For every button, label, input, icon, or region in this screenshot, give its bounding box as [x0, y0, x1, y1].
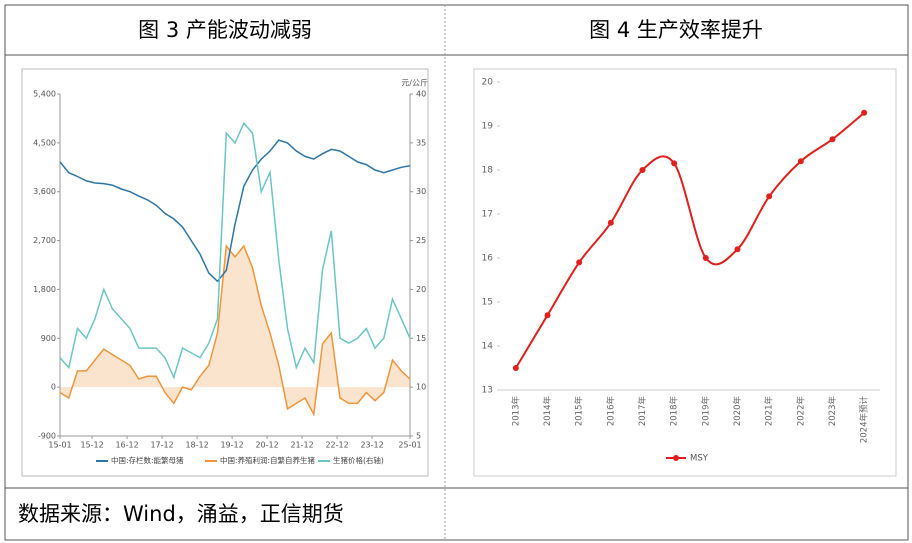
- x-tick-label: 20-12: [255, 441, 278, 450]
- line: [59, 139, 411, 283]
- line: [59, 121, 411, 380]
- x-tick-label: 18-12: [185, 441, 208, 450]
- y2-tick-label: 25: [416, 236, 426, 245]
- chart-frame: [473, 68, 897, 477]
- x-tick-label: 2016年: [605, 396, 616, 427]
- y-tick-label: 14: [482, 342, 494, 352]
- y2-tick-label: 40: [416, 90, 426, 99]
- table-border: [4, 4, 909, 541]
- y2-tick-label: 35: [416, 138, 426, 147]
- y-tick-label: 1,800: [33, 285, 56, 294]
- x-tick-label: 2021年: [764, 396, 775, 427]
- y2-tick-label: 10: [416, 383, 426, 392]
- y-tick-label: 5,400: [33, 90, 56, 99]
- y2-unit: 元/公斤: [401, 78, 428, 88]
- legend-label: 中国:存栏数:能繁母猪: [111, 455, 184, 465]
- y2-tick-label: 5: [416, 432, 421, 441]
- x-tick-label: 19-12: [220, 441, 243, 450]
- x-tick-label: 2022年: [795, 396, 806, 427]
- y-tick-label: 19: [482, 122, 494, 132]
- y-tick-label: 4,500: [33, 138, 56, 147]
- line: [59, 244, 411, 417]
- point: [766, 193, 773, 200]
- y-tick-label: 3,600: [33, 187, 56, 196]
- legend-label: MSY: [690, 454, 709, 464]
- x-tick-label: 2019年: [700, 396, 711, 427]
- x-tick-label: 2024年预计: [859, 396, 870, 444]
- legend-swatch: [673, 455, 679, 461]
- x-tick-label: 2020年: [732, 396, 743, 427]
- x-tick-label: 2017年: [637, 396, 648, 427]
- x-tick-label: 2014年: [542, 396, 553, 427]
- y-tick-label: 18: [482, 166, 494, 176]
- y-tick-label: 13: [482, 386, 493, 396]
- x-tick-label: 2013年: [510, 396, 521, 427]
- y2-tick-label: 15: [416, 334, 426, 343]
- y-tick-label: 2,700: [33, 236, 56, 245]
- y-tick-label: 15: [482, 298, 493, 308]
- y-tick-label: 0: [51, 383, 56, 392]
- x-tick-label: 25-01: [398, 441, 421, 450]
- y2-tick-label: 20: [416, 285, 426, 294]
- y-tick-label: 16: [482, 254, 494, 264]
- area: [60, 246, 410, 415]
- header: 图 3 产能波动减弱: [138, 18, 312, 42]
- x-tick-label: 23-12: [360, 441, 383, 450]
- y-tick-label: 20: [482, 78, 494, 88]
- x-tick-label: 2023年: [827, 396, 838, 427]
- point: [576, 259, 583, 266]
- y-tick-label: 900: [41, 334, 56, 343]
- y-tick-label: 17: [482, 210, 493, 220]
- point: [797, 158, 804, 165]
- point: [671, 160, 678, 167]
- source: 数据来源：Wind，涌益，正信期货: [18, 502, 344, 526]
- point: [734, 246, 741, 253]
- x-tick-label: 17-12: [150, 441, 173, 450]
- point: [512, 365, 519, 371]
- x-tick-label: 22-12: [325, 441, 348, 450]
- y2-tick-label: 30: [416, 187, 426, 196]
- point: [544, 312, 551, 319]
- y-tick-label: -900: [38, 432, 56, 441]
- header: 图 4 生产效率提升: [589, 18, 763, 42]
- point: [702, 255, 709, 261]
- point: [607, 219, 614, 226]
- point: [861, 109, 868, 116]
- x-tick-label: 15-12: [80, 441, 103, 450]
- line: [514, 112, 865, 369]
- x-tick-label: 16-12: [115, 441, 138, 450]
- legend-label: 中国:养殖利润:自繁自养生猪: [220, 455, 316, 465]
- legend-label: 生猪价格(右轴): [333, 455, 384, 465]
- point: [639, 167, 646, 173]
- x-tick-label: 21-12: [290, 441, 313, 450]
- chart-frame: [21, 68, 429, 477]
- point: [829, 136, 836, 143]
- x-tick-label: 15-01: [48, 441, 71, 450]
- x-tick-label: 2015年: [574, 396, 585, 427]
- x-tick-label: 2018年: [669, 396, 680, 427]
